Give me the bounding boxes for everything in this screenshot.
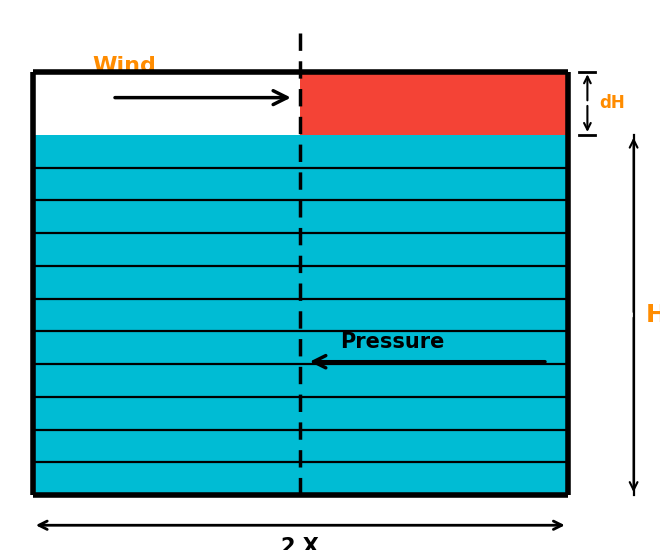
Bar [300,135,568,495]
Text: 2 X: 2 X [281,537,319,550]
Bar [33,135,300,495]
Bar [300,72,568,135]
Text: H: H [645,303,660,327]
Text: dH: dH [599,94,625,112]
Text: Pressure: Pressure [340,332,444,352]
Text: Wind: Wind [92,56,156,75]
